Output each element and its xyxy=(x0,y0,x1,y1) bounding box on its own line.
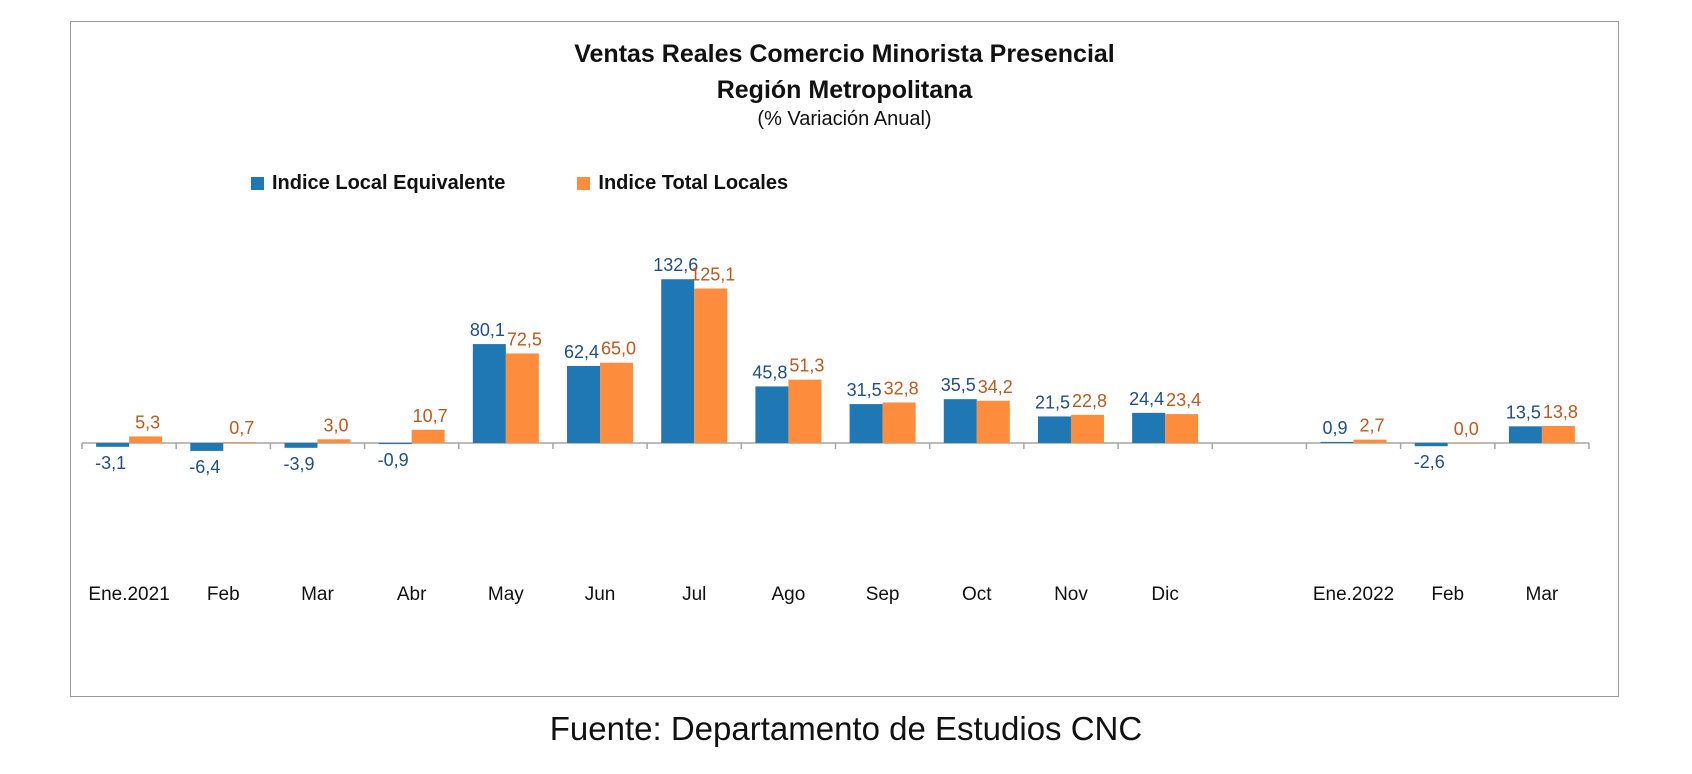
legend-swatch-orange xyxy=(577,177,591,190)
data-label: 34,2 xyxy=(978,377,1013,397)
data-label: 32,8 xyxy=(884,378,919,398)
bar-total-locales xyxy=(1165,414,1199,443)
data-label: -6,4 xyxy=(189,457,220,477)
x-tick-label: Mar xyxy=(301,584,334,605)
data-label: -3,9 xyxy=(283,454,314,474)
chart-frame: Ventas Reales Comercio Minorista Presenc… xyxy=(70,21,1619,697)
x-tick-label: Jun xyxy=(585,584,616,605)
legend-item-local-equivalente: Indice Local Equivalente xyxy=(251,172,505,195)
legend-item-total-locales: Indice Total Locales xyxy=(577,172,788,195)
data-label: -0,9 xyxy=(378,450,409,470)
bar-local-equivalente xyxy=(472,344,506,443)
bar-local-equivalente xyxy=(567,365,601,443)
data-label: 23,4 xyxy=(1166,390,1201,410)
bar-total-locales xyxy=(505,353,539,443)
bar-local-equivalente xyxy=(661,279,695,443)
bar-total-locales xyxy=(317,439,351,443)
bar-local-equivalente xyxy=(1037,416,1071,443)
data-label: 13,5 xyxy=(1506,402,1541,422)
legend-label: Indice Total Locales xyxy=(598,172,789,194)
legend: Indice Local Equivalente Indice Total Lo… xyxy=(251,172,788,195)
bar-total-locales xyxy=(129,436,163,443)
x-tick-label: Ago xyxy=(772,584,806,605)
x-tick-label: Feb xyxy=(207,584,240,605)
x-tick-label: Jul xyxy=(682,584,706,605)
data-label: -3,1 xyxy=(95,453,126,473)
bar-total-locales xyxy=(600,362,634,443)
x-tick-label: Ene.2021 xyxy=(88,584,169,605)
bar-local-equivalente xyxy=(755,386,789,443)
bar-local-equivalente xyxy=(943,399,977,443)
chart-subtitle: (% Variación Anual) xyxy=(757,108,932,130)
bar-local-equivalente xyxy=(1508,426,1542,443)
bar-total-locales xyxy=(1447,443,1481,444)
data-label: 5,3 xyxy=(135,412,160,432)
bar-local-equivalente xyxy=(849,404,883,443)
data-label: 21,5 xyxy=(1035,392,1070,412)
data-label: 35,5 xyxy=(941,375,976,395)
x-tick-label: Mar xyxy=(1526,584,1559,605)
data-label: 24,4 xyxy=(1129,389,1164,409)
x-tick-label: Feb xyxy=(1431,584,1464,605)
bar-total-locales xyxy=(1353,439,1387,443)
data-label: 125,1 xyxy=(690,265,735,285)
bar-local-equivalente xyxy=(284,443,318,448)
data-label: 0,7 xyxy=(229,418,254,438)
data-label: 3,0 xyxy=(323,415,348,435)
bar-total-locales xyxy=(411,429,445,443)
bar-total-locales xyxy=(1541,425,1575,443)
data-label: 0,0 xyxy=(1454,419,1479,439)
data-label: 45,8 xyxy=(752,362,787,382)
source-note: Fuente: Departamento de Estudios CNC xyxy=(549,710,1143,747)
bar-local-equivalente xyxy=(1414,443,1448,447)
data-label: -2,6 xyxy=(1414,452,1445,472)
bar-total-locales xyxy=(976,400,1010,443)
x-tick-label: Oct xyxy=(962,584,992,605)
data-label: 31,5 xyxy=(847,380,882,400)
chart-title-line2: Región Metropolitana xyxy=(716,76,973,104)
bar-local-equivalente xyxy=(190,443,224,451)
chart-title: Ventas Reales Comercio Minorista Presenc… xyxy=(71,36,1618,108)
bar-total-locales xyxy=(882,402,916,443)
data-label: 2,7 xyxy=(1360,416,1385,436)
bar-total-locales xyxy=(1070,414,1104,443)
bar-local-equivalente xyxy=(378,443,412,445)
bar-local-equivalente xyxy=(1132,412,1166,443)
data-label: 72,5 xyxy=(507,329,542,349)
x-tick-label: Abr xyxy=(397,584,427,605)
bar-local-equivalente xyxy=(96,443,130,447)
data-label: 51,3 xyxy=(789,356,824,376)
data-label: 10,7 xyxy=(413,406,448,426)
x-tick-label: Ene.2022 xyxy=(1313,584,1394,605)
data-label: 80,1 xyxy=(470,320,505,340)
bar-local-equivalente xyxy=(1320,441,1354,443)
data-label: 65,0 xyxy=(601,339,636,359)
data-label: 0,9 xyxy=(1323,418,1348,438)
chart-title-line1: Ventas Reales Comercio Minorista Presenc… xyxy=(574,40,1115,68)
bar-total-locales xyxy=(694,288,728,443)
data-label: 22,8 xyxy=(1072,391,1107,411)
bar-chart-plot: Ene.2021 -3,1 5,3 Feb -6,4 0,7 Mar -3,9 3,0 Abr -0… xyxy=(81,255,1590,605)
x-tick-label: Sep xyxy=(866,584,900,605)
bar-total-locales xyxy=(788,379,822,443)
data-label: 62,4 xyxy=(564,342,599,362)
bar-total-locales xyxy=(223,442,257,443)
x-tick-label: Dic xyxy=(1151,584,1178,605)
data-label: 132,6 xyxy=(653,255,698,275)
x-tick-label: Nov xyxy=(1054,584,1088,605)
legend-swatch-blue xyxy=(251,177,264,190)
data-label: 13,8 xyxy=(1543,402,1578,422)
legend-label: Indice Local Equivalente xyxy=(272,172,506,194)
x-tick-label: May xyxy=(488,584,524,605)
